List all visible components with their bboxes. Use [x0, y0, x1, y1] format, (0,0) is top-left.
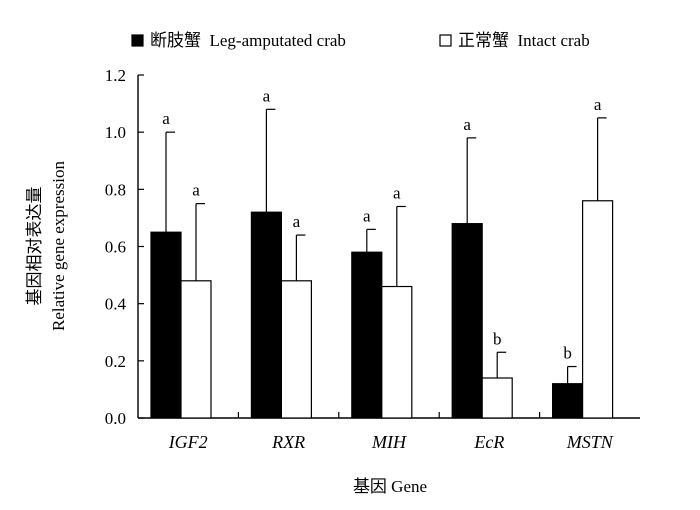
y-axis-title-en: Relative gene expression: [49, 161, 68, 331]
significance-label: a: [293, 212, 301, 231]
legend: 断肢蟹 Leg-amputated crab 正常蟹 Intact crab: [131, 31, 590, 50]
bar-intact: [581, 200, 614, 419]
y-tick-label: 1.2: [105, 66, 126, 85]
significance-label: a: [263, 86, 271, 105]
bar-intact: [280, 280, 312, 419]
bar-intact: [381, 285, 413, 419]
significance-label: a: [363, 206, 371, 225]
axes: 0.0 0.2 0.4 0.6 0.8 1.0 1.2 IGF2 RXR MIH EcR MSTN: [105, 66, 640, 452]
bars: [150, 108, 614, 419]
significance-label: a: [463, 115, 471, 134]
bar-leg-amputated: [351, 251, 383, 419]
bar-leg-amputated: [451, 223, 483, 419]
legend-entry: 正常蟹 Intact crab: [458, 31, 590, 50]
significance-label: b: [563, 344, 572, 363]
y-tick-label: 0.2: [105, 352, 126, 371]
bar-intact: [180, 280, 212, 419]
x-category-label: MIH: [371, 432, 407, 452]
y-tick-label: 1.0: [105, 123, 126, 142]
legend-swatch: [131, 34, 144, 47]
legend-entry: 断肢蟹 Leg-amputated crab: [150, 31, 346, 50]
legend-swatch: [439, 34, 452, 47]
y-tick-label: 0.4: [105, 295, 127, 314]
bar-leg-amputated: [150, 231, 182, 419]
x-category-label: EcR: [473, 432, 504, 452]
bar-leg-amputated: [551, 383, 584, 419]
bar-leg-amputated: [250, 211, 282, 419]
y-tick-label: 0.6: [105, 238, 126, 257]
y-tick-label: 0.8: [105, 180, 126, 199]
significance-labels: a a a a a a a b b a: [162, 86, 602, 362]
significance-label: a: [594, 95, 602, 114]
significance-label: a: [393, 183, 401, 202]
x-category-label: MSTN: [566, 432, 614, 452]
bar-intact: [481, 377, 513, 419]
x-category-label: RXR: [271, 432, 305, 452]
x-axis-title: 基因 Gene: [353, 477, 427, 496]
x-category-label: IGF2: [168, 432, 208, 452]
significance-label: a: [162, 109, 170, 128]
significance-label: a: [192, 181, 200, 200]
y-axis-title: 基因相对表达量 Relative gene expression: [25, 161, 68, 331]
y-axis-title-cn: 基因相对表达量: [25, 187, 44, 306]
y-tick-label: 0.0: [105, 409, 126, 428]
significance-label: b: [493, 329, 502, 348]
